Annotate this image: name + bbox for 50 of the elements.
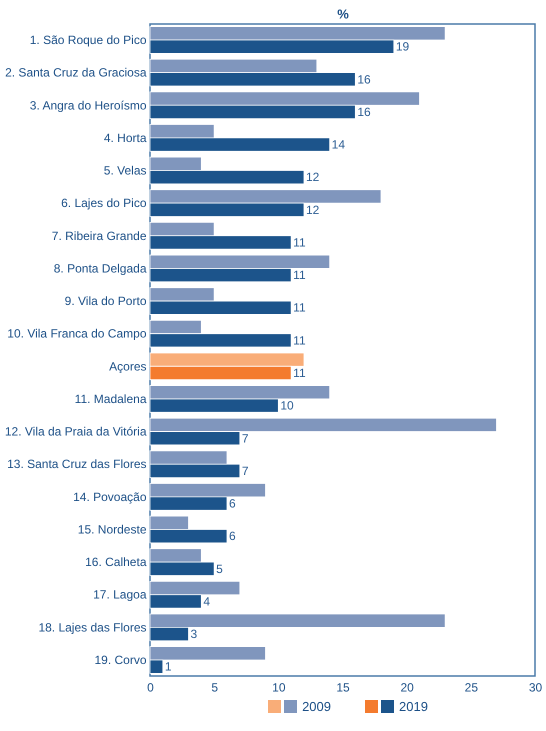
- y-tick-label: 5. Velas: [104, 164, 146, 178]
- data-label: 11: [293, 268, 306, 282]
- data-label: 1: [164, 660, 172, 674]
- x-tick-label: 10: [272, 680, 286, 694]
- x-tick-label: 20: [400, 680, 414, 694]
- y-tick-label: 10. Vila Franca do Campo: [7, 326, 147, 341]
- y-tick-label: 3. Angra do Heroísmo: [30, 98, 147, 112]
- x-tick-label: 25: [464, 680, 478, 694]
- y-tick-label: 16. Calheta: [85, 555, 147, 570]
- y-tick-label: 13. Santa Cruz das Flores: [7, 457, 146, 472]
- data-label: 11: [293, 333, 306, 348]
- y-tick-label: 12. Vila da Praia da Vitória: [4, 424, 147, 439]
- y-tick-label: 9. Vila do Porto: [64, 294, 147, 308]
- y-tick-label: 6. Lajes do Pico: [61, 196, 147, 210]
- data-label: 5: [216, 562, 224, 576]
- data-label: 4: [203, 594, 210, 608]
- x-tick-label: 15: [336, 680, 350, 694]
- y-tick-label: 7. Ribeira Grande: [52, 228, 147, 243]
- y-tick-label: 17. Lagoa: [93, 588, 147, 602]
- data-label: 14: [332, 138, 346, 152]
- data-label: 3: [190, 627, 198, 642]
- x-tick-label: 5: [211, 680, 218, 694]
- data-label: 12: [306, 170, 320, 184]
- y-tick-label: 1. São Roque do Pico: [30, 32, 147, 47]
- data-label: 16: [357, 104, 372, 119]
- y-tick-label: 18. Lajes das Flores: [38, 620, 146, 634]
- data-label: 12: [306, 202, 320, 217]
- data-label: 10: [280, 398, 294, 413]
- y-tick-label: 2. Santa Cruz da Graciosa: [5, 66, 147, 80]
- data-label: 7: [242, 464, 249, 478]
- x-tick-label: 30: [528, 680, 542, 694]
- x-tick-label: 0: [147, 680, 154, 694]
- data-label: 11: [293, 300, 306, 315]
- data-label: 11: [293, 366, 306, 380]
- y-tick-label: 11. Madalena: [74, 392, 147, 406]
- x-axis-title: %: [337, 6, 350, 22]
- y-tick-label: 4. Horta: [104, 130, 147, 145]
- y-tick-label: 15. Nordeste: [78, 522, 147, 536]
- data-label: 7: [242, 431, 249, 446]
- y-tick-label: 14. Povoação: [73, 490, 147, 504]
- y-tick-label: 8. Ponta Delgada: [54, 261, 147, 276]
- legend-label: 2019: [399, 699, 428, 714]
- data-label: 11: [293, 235, 306, 250]
- y-tick-label: Açores: [109, 359, 146, 374]
- data-label: 19: [396, 40, 410, 54]
- y-tick-label: 19. Corvo: [94, 653, 147, 668]
- legend-label: 2009: [302, 699, 331, 714]
- data-label: 6: [229, 529, 236, 544]
- data-label: 6: [229, 496, 236, 511]
- data-label: 16: [357, 72, 372, 86]
